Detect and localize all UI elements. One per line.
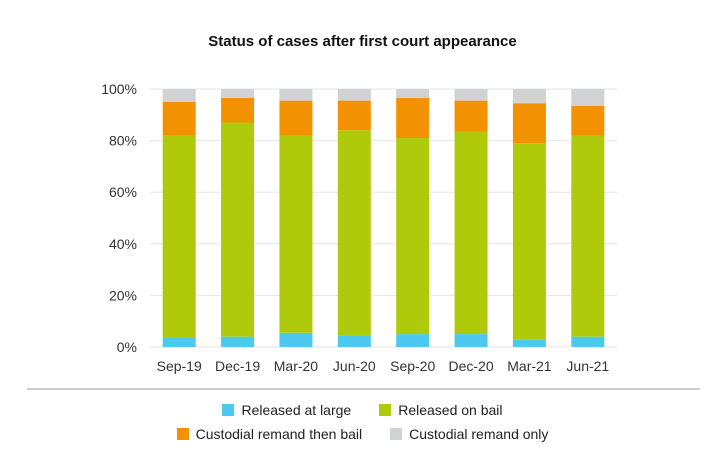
bar-segment [571, 89, 605, 106]
bar-segment [279, 100, 313, 136]
bar-segment [221, 336, 255, 347]
bar-segment [512, 103, 546, 144]
bar-segment [162, 135, 196, 338]
chart-plot: 0% 20% 40% 60% 80% 100% Sep-19 Dec-19 Mar-20 Jun… [27, 81, 700, 390]
bar-segment [571, 105, 605, 136]
bar-stacks [162, 89, 605, 347]
y-tick-label: 60% [109, 184, 137, 200]
legend-label: Released at large [241, 402, 352, 418]
bar-segment [221, 122, 255, 337]
legend-swatch [222, 404, 235, 416]
bar-segment [221, 89, 255, 99]
legend-swatch [176, 428, 189, 440]
bar-segment [337, 100, 371, 131]
legend-swatch [379, 404, 392, 416]
legend-item: Custodial remand then bail [176, 426, 363, 442]
grid-lines [150, 88, 617, 348]
bar-segment [279, 135, 313, 333]
bar-segment [279, 332, 313, 347]
bar-segment [512, 143, 546, 340]
legend-label: Released on bail [398, 402, 503, 418]
bar-segment [571, 135, 605, 337]
x-tick-label: Jun-21 [566, 358, 609, 374]
legend-label: Custodial remand only [409, 426, 549, 442]
bar-segment [454, 89, 488, 101]
y-tick-label: 20% [109, 287, 137, 303]
bar-segment [512, 339, 546, 347]
bar-segment [337, 130, 371, 336]
x-tick-label: Dec-20 [448, 358, 493, 374]
x-tick-label: Sep-19 [157, 358, 202, 374]
bar-segment [337, 335, 371, 347]
bar-segment [162, 337, 196, 347]
bar-segment [337, 89, 371, 101]
bar-segment [221, 98, 255, 123]
y-tick-label: 40% [109, 236, 137, 252]
x-tick-label: Mar-21 [507, 358, 552, 374]
bar-segment [396, 138, 430, 335]
bar-segment [512, 89, 546, 104]
x-tick-label: Mar-20 [274, 358, 319, 374]
y-tick-label: 100% [101, 81, 137, 97]
bar-segment [162, 101, 196, 136]
y-axis-ticks: 0% 20% 40% 60% 80% 100% [101, 81, 137, 355]
legend-swatch [390, 428, 403, 440]
bar-segment [454, 131, 488, 335]
legend-row: Released at large Released on bail [0, 398, 725, 422]
x-tick-label: Dec-19 [215, 358, 260, 374]
legend-item: Custodial remand only [390, 426, 548, 442]
bar-segment [454, 334, 488, 347]
legend-label: Custodial remand then bail [195, 426, 363, 442]
bar-segment [571, 336, 605, 347]
x-tick-label: Jun-20 [333, 358, 376, 374]
bar-segment [396, 98, 430, 139]
legend-item: Released on bail [379, 402, 503, 418]
legend: Released at large Released on bail Custod… [0, 398, 725, 446]
bar-segment [396, 89, 430, 99]
x-tick-label: Sep-20 [390, 358, 435, 374]
bar-segment [454, 100, 488, 132]
bar-segment [162, 89, 196, 102]
bar-segment [396, 334, 430, 347]
chart-title: Status of cases after first court appear… [208, 33, 517, 50]
y-tick-label: 0% [117, 339, 137, 355]
x-axis-ticks: Sep-19 Dec-19 Mar-20 Jun-20 Sep-20 Dec-20 Mar-… [157, 358, 610, 374]
bar-segment [279, 89, 313, 101]
legend-row: Custodial remand then bail Custodial rema… [0, 422, 725, 446]
legend-item: Released at large [222, 402, 351, 418]
y-tick-label: 80% [109, 133, 137, 149]
